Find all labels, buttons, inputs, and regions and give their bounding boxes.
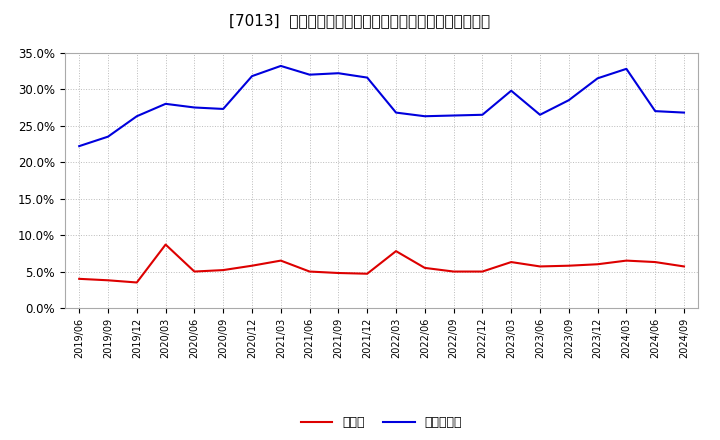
有利子負債 (420, 114, 429, 119)
有利子負債 (507, 88, 516, 93)
現預金 (190, 269, 199, 274)
現預金 (363, 271, 372, 276)
有利子負債 (363, 75, 372, 80)
現預金 (248, 263, 256, 268)
Text: [7013]  現預金、有利子負債の総資産に対する比率の推移: [7013] 現預金、有利子負債の総資産に対する比率の推移 (230, 13, 490, 28)
有利子負債 (622, 66, 631, 71)
有利子負債 (219, 106, 228, 112)
現預金 (161, 242, 170, 247)
Line: 現預金: 現預金 (79, 245, 684, 282)
有利子負債 (564, 98, 573, 103)
有利子負債 (334, 70, 343, 76)
有利子負債 (651, 109, 660, 114)
有利子負債 (276, 63, 285, 69)
現預金 (75, 276, 84, 282)
現預金 (219, 268, 228, 273)
現預金 (104, 278, 112, 283)
有利子負債 (190, 105, 199, 110)
現預金 (276, 258, 285, 263)
有利子負債 (478, 112, 487, 117)
現預金 (334, 270, 343, 275)
現預金 (564, 263, 573, 268)
有利子負債 (248, 73, 256, 79)
現預金 (305, 269, 314, 274)
現預金 (132, 280, 141, 285)
現預金 (449, 269, 458, 274)
有利子負債 (536, 112, 544, 117)
現預金 (622, 258, 631, 263)
有利子負債 (75, 143, 84, 149)
有利子負債 (104, 134, 112, 139)
有利子負債 (132, 114, 141, 119)
現預金 (392, 249, 400, 254)
有利子負債 (680, 110, 688, 115)
現預金 (420, 265, 429, 271)
現預金 (536, 264, 544, 269)
有利子負債 (305, 72, 314, 77)
現預金 (593, 262, 602, 267)
有利子負債 (392, 110, 400, 115)
現預金 (478, 269, 487, 274)
Line: 有利子負債: 有利子負債 (79, 66, 684, 146)
有利子負債 (593, 76, 602, 81)
現預金 (507, 260, 516, 265)
有利子負債 (161, 101, 170, 106)
現預金 (651, 260, 660, 265)
有利子負債 (449, 113, 458, 118)
Legend: 現預金, 有利子負債: 現預金, 有利子負債 (296, 411, 467, 434)
現預金 (680, 264, 688, 269)
